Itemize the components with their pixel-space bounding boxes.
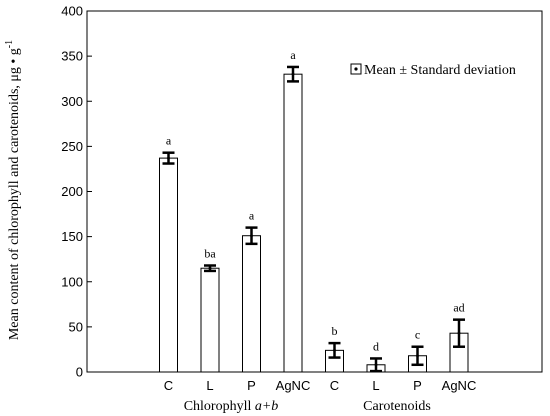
mean-dot (291, 72, 295, 76)
mean-dot (250, 234, 253, 238)
mean-dot (374, 363, 378, 367)
x-tick-label: C (164, 378, 173, 393)
x-tick-label: P (413, 378, 422, 393)
x-tick-label: C (330, 378, 339, 393)
mean-dot (167, 156, 170, 160)
group-labels: Chlorophyll a+b Carotenoids (184, 399, 431, 414)
y-tick-label: 150 (61, 229, 83, 244)
y-tick-label: 300 (61, 94, 83, 109)
group-label: Carotenoids (363, 399, 431, 414)
bars: a ba a a b d c ad (159, 48, 469, 373)
significance-label: a (166, 134, 172, 148)
x-tick-label: L (206, 378, 213, 393)
group-label-text: Chlorophyll (184, 399, 255, 414)
x-tick-label: AgNC (442, 378, 477, 393)
y-tick-label: 100 (61, 274, 83, 289)
group-label: Chlorophyll a+b (184, 399, 279, 414)
significance-label: ad (453, 301, 464, 315)
significance-label: a (249, 209, 255, 223)
y-tick-label: 400 (61, 4, 83, 19)
y-tick-label: 350 (61, 49, 83, 64)
y-axis-label-text: Mean content of chlorophyll and caroteno… (7, 48, 22, 340)
mean-dot (333, 348, 336, 352)
significance-label: a (290, 48, 296, 62)
x-tick-label: AgNC (276, 378, 311, 393)
legend-symbol-dot (354, 67, 358, 71)
significance-label: c (415, 328, 420, 342)
significance-label: b (332, 324, 338, 338)
y-tick-label: 250 (61, 139, 83, 154)
bar (200, 267, 220, 373)
y-axis-label-superscript: -1 (4, 40, 15, 48)
bar (159, 157, 178, 373)
significance-label: d (373, 339, 379, 353)
y-tick-label: 50 (69, 319, 83, 334)
y-tick-label: 0 (76, 365, 83, 380)
bar (242, 235, 261, 373)
legend-label: Mean ± Standard deviation (364, 63, 516, 78)
legend: Mean ± Standard deviation (350, 63, 516, 78)
significance-label: ba (204, 247, 216, 261)
mean-dot (416, 354, 419, 358)
group-label-text: Carotenoids (363, 399, 431, 414)
bar (283, 73, 303, 373)
mean-dot (208, 266, 212, 270)
x-tick-label: P (247, 378, 256, 393)
group-label-italic: a+b (255, 399, 278, 414)
y-axis-label: Mean content of chlorophyll and caroteno… (4, 40, 22, 340)
x-axis: C L P AgNC C L P AgNC (164, 367, 477, 393)
x-tick-label: L (372, 378, 379, 393)
mean-dot (457, 331, 461, 335)
y-axis: 0 50 100 150 200 250 300 350 400 (61, 4, 92, 380)
y-tick-label: 200 (61, 184, 83, 199)
